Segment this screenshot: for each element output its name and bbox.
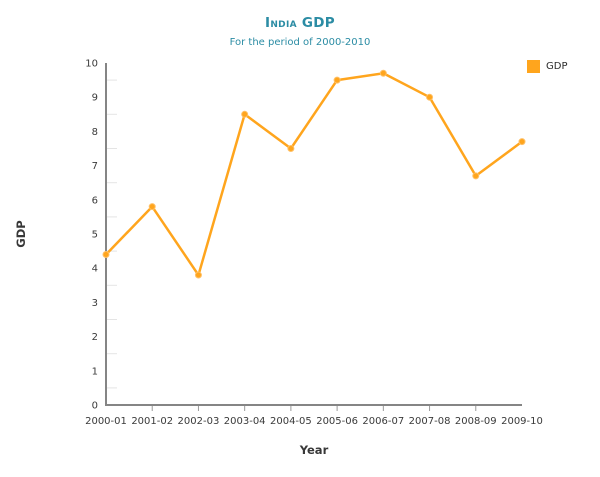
y-tick-label: 5 xyxy=(92,230,98,241)
data-point-2005-06[interactable] xyxy=(333,76,341,84)
x-tick-label: 2002-03 xyxy=(178,416,220,427)
data-point-2009-10[interactable] xyxy=(518,138,526,146)
data-point-2004-05[interactable] xyxy=(287,145,295,152)
y-tick-label: 9 xyxy=(92,93,98,104)
chart-subtitle: For the period of 2000-2010 xyxy=(229,37,371,48)
data-point-2001-02[interactable] xyxy=(148,203,156,211)
x-tick-label: 2001-02 xyxy=(131,416,173,427)
y-tick-label: 4 xyxy=(92,264,98,275)
y-tick-label: 6 xyxy=(92,195,98,206)
x-axis-title: Year xyxy=(299,443,329,457)
gdp-line-series[interactable] xyxy=(104,72,524,277)
data-point-2000-01[interactable] xyxy=(102,251,110,259)
x-tick-label: 2006-07 xyxy=(362,416,404,427)
legend-swatch-gdp[interactable] xyxy=(527,60,540,73)
y-tick-label: 10 xyxy=(85,59,98,70)
x-tick-label: 2000-01 xyxy=(85,416,127,427)
data-point-2007-08[interactable] xyxy=(426,93,434,101)
data-point-2006-07[interactable] xyxy=(379,69,387,77)
x-tick-label: 2007-08 xyxy=(409,416,451,427)
y-tick-label: 3 xyxy=(92,298,98,309)
x-tick-label: 2005-06 xyxy=(316,416,358,427)
chart-title: India GDP xyxy=(265,15,335,31)
legend: GDP xyxy=(527,60,567,73)
y-tick-label: 0 xyxy=(92,401,98,412)
x-tick-label: 2009-10 xyxy=(501,416,543,427)
y-tick-label: 8 xyxy=(92,127,98,138)
x-tick-label: 2008-09 xyxy=(455,416,497,427)
x-tick-label: 2004-05 xyxy=(270,416,312,427)
y-tick-label: 1 xyxy=(92,366,98,377)
data-point-2002-03[interactable] xyxy=(194,271,202,279)
data-point-2008-09[interactable] xyxy=(472,172,480,180)
x-tick-label: 2003-04 xyxy=(224,416,266,427)
legend-label-gdp[interactable]: GDP xyxy=(546,61,568,72)
y-tick-label: 7 xyxy=(92,161,98,172)
y-tick-label: 2 xyxy=(92,332,98,343)
data-point-2003-04[interactable] xyxy=(241,110,249,118)
